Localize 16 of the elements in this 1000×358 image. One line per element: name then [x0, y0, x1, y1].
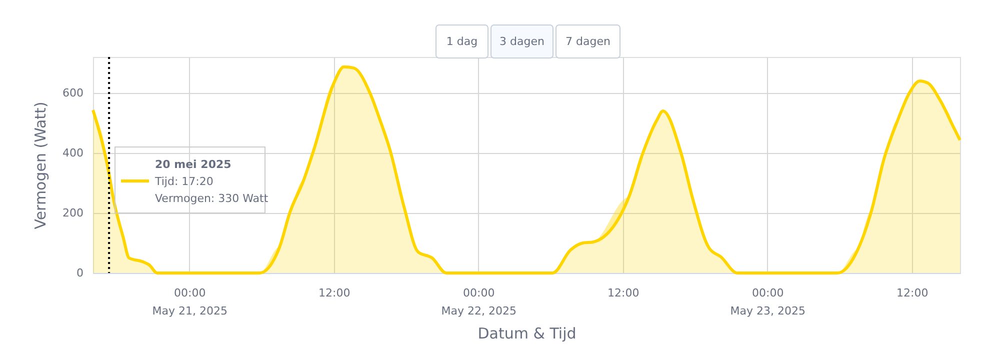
text: 7 dagen	[566, 35, 610, 48]
y-tick-label: 400	[62, 146, 84, 160]
y-tick-label: 200	[62, 206, 84, 220]
y-axis-title: Vermogen (Watt)	[32, 102, 50, 230]
text: 1 dag	[446, 35, 478, 48]
x-tick-label: 00:00 May 21, 2025	[152, 286, 228, 318]
x-axis-title: Datum & Tijd	[478, 324, 576, 342]
x-tick-label: 12:00	[318, 286, 350, 300]
y-tick-label: 600	[62, 86, 84, 100]
y-tick-label: 0	[76, 266, 84, 280]
annotation: 20 mei 2025 Tijd: 17:20 Vermogen: 330 Watt	[154, 158, 269, 205]
x-tick-label: 00:00 May 23, 2025	[730, 286, 806, 318]
x-tick-label: 12:00	[607, 286, 640, 300]
x-tick-label: 00:00 May 22, 2025	[441, 286, 516, 318]
x-tick-label: 12:00	[896, 286, 928, 300]
text: 3 dagen	[500, 35, 544, 48]
